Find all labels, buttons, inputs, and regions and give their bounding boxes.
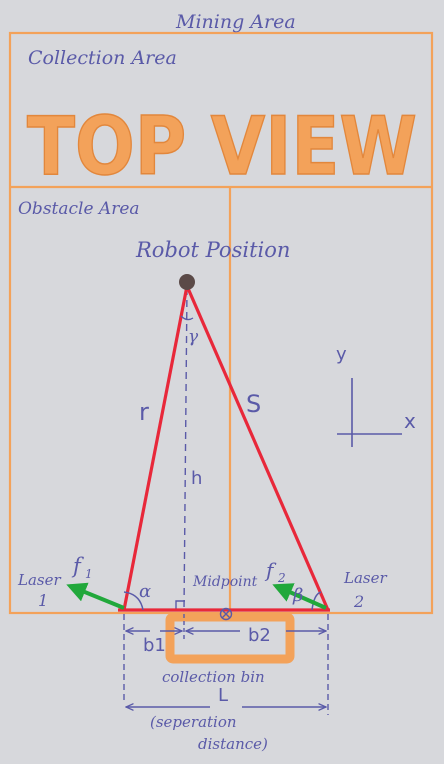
- gamma-label: γ: [188, 327, 199, 347]
- f2-subscript: 2: [277, 571, 286, 585]
- separation-label-line2: distance): [198, 735, 268, 753]
- side-s: [185, 285, 330, 611]
- robot-dot: [179, 274, 195, 290]
- l-label: L: [218, 685, 228, 706]
- b-dimension-lines: [123, 614, 329, 715]
- y-axis-label: y: [336, 344, 347, 365]
- h-label: h: [191, 468, 202, 489]
- force-f1-arrow: [66, 582, 125, 610]
- midpoint-marker: [219, 607, 233, 621]
- force-f2-arrow: [272, 583, 327, 610]
- laser-triangle: [118, 285, 330, 612]
- height-line: [183, 287, 188, 611]
- obstacle-area-label: Obstacle Area: [18, 199, 140, 219]
- gamma-arc: [180, 315, 194, 321]
- s-label: S: [246, 390, 261, 418]
- b1-label: b1: [143, 635, 166, 656]
- alpha-arc: [123, 591, 144, 611]
- b2-label: b2: [248, 625, 271, 646]
- beta-label: β: [292, 585, 303, 606]
- separation-label-line1: (seperation: [150, 713, 237, 731]
- xy-axes: [337, 378, 402, 447]
- side-r: [122, 285, 189, 611]
- mining-area-label: Mining Area: [175, 11, 296, 33]
- x-axis-label: x: [404, 409, 416, 433]
- robot-position-label: Robot Position: [135, 238, 290, 262]
- laser-1-label: Laser: [17, 571, 61, 589]
- top-view-title: TOP VIEW: [27, 100, 417, 193]
- alpha-label: α: [139, 581, 151, 602]
- beta-arc: [311, 591, 322, 611]
- collection-area-label: Collection Area: [28, 47, 177, 69]
- laser-1-number: 1: [38, 591, 48, 610]
- f1-subscript: 1: [85, 567, 93, 581]
- laser-2-label: Laser: [343, 569, 387, 587]
- laser-2-number: 2: [353, 592, 364, 611]
- f1-label: f: [71, 554, 84, 578]
- r-label: r: [139, 398, 149, 426]
- midpoint-label: Midpoint: [192, 574, 258, 590]
- right-angle-mark: [175, 600, 185, 610]
- collection-bin-label: collection bin: [162, 668, 265, 686]
